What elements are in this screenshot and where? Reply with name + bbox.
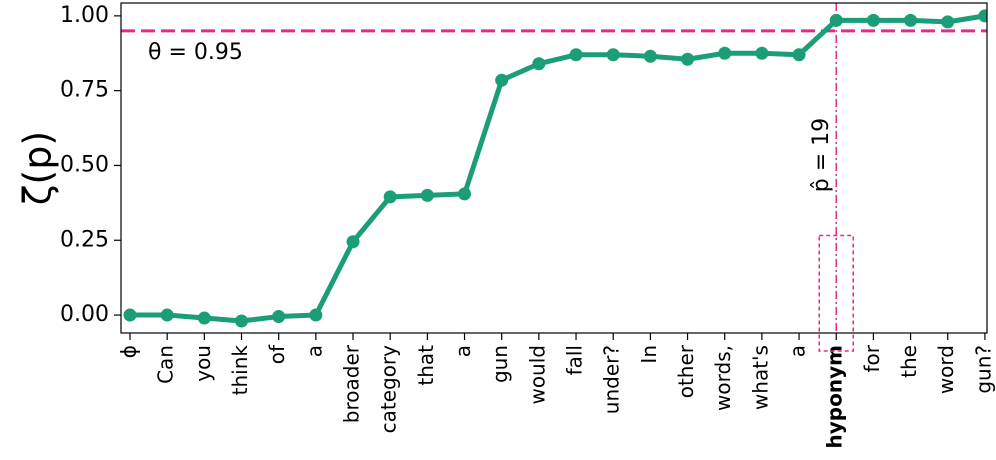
point: [272, 310, 286, 324]
point: [420, 188, 434, 202]
x-tick-label: fall: [563, 345, 587, 375]
point: [458, 187, 472, 201]
y-tick-label: 0.50: [60, 152, 109, 177]
point: [346, 235, 360, 249]
y-tick-label: 0.25: [60, 227, 109, 252]
axes-frame: [120, 2, 988, 334]
x-tick-label: the: [897, 345, 921, 378]
y-axis-label: ζ(p): [16, 131, 60, 205]
x-tick-label: a: [786, 345, 810, 357]
x-tick-label: a: [451, 345, 475, 357]
point: [904, 13, 918, 27]
threshold-label: θ = 0.95: [148, 40, 243, 65]
y-tick-label: 0.75: [60, 78, 109, 103]
y-tick-label: 1.00: [60, 3, 109, 28]
x-tick-label: category: [377, 345, 401, 434]
point: [532, 57, 546, 71]
plot-area: [123, 9, 987, 328]
x-tick-label: would: [525, 345, 549, 405]
series-line: [130, 13, 986, 324]
point: [792, 48, 806, 62]
point: [978, 9, 987, 23]
point: [235, 314, 249, 328]
point: [606, 48, 620, 62]
x-tick-label: Can: [154, 345, 178, 384]
x-tick-label: other: [674, 344, 698, 398]
x-tick-label: word: [934, 345, 958, 394]
x-tick-label: for: [860, 344, 884, 372]
point: [309, 308, 323, 322]
x-tick-label: gun: [488, 345, 512, 383]
y-tick-label: 0.00: [60, 302, 109, 327]
p-hat-label: p̂ = 19: [809, 118, 834, 192]
x-tick-label: ϕ: [117, 345, 141, 358]
point: [755, 46, 769, 60]
x-tick-label: what's: [748, 345, 772, 410]
point: [495, 73, 509, 87]
point: [829, 13, 843, 27]
highlight-box: [818, 234, 854, 352]
point: [643, 49, 657, 63]
x-tick-label: under?: [600, 345, 624, 414]
x-tick-label: think: [228, 345, 252, 396]
x-tick-label: broader: [340, 344, 364, 423]
point: [941, 15, 955, 29]
point: [569, 48, 583, 62]
point: [681, 52, 695, 66]
x-tick-label: In: [637, 345, 661, 364]
x-tick-label: words,: [711, 345, 735, 411]
point: [718, 46, 732, 60]
x-tick-label: gun?: [971, 345, 995, 394]
x-tick-label: of: [265, 344, 289, 364]
x-tick-label: you: [191, 345, 215, 382]
point: [197, 311, 211, 325]
point: [123, 308, 137, 322]
point: [383, 190, 397, 204]
point: [866, 13, 880, 27]
x-tick-label: hyponym: [823, 345, 847, 448]
x-tick-label: a: [302, 345, 326, 357]
point: [160, 308, 174, 322]
x-tick-label: that: [414, 345, 438, 386]
